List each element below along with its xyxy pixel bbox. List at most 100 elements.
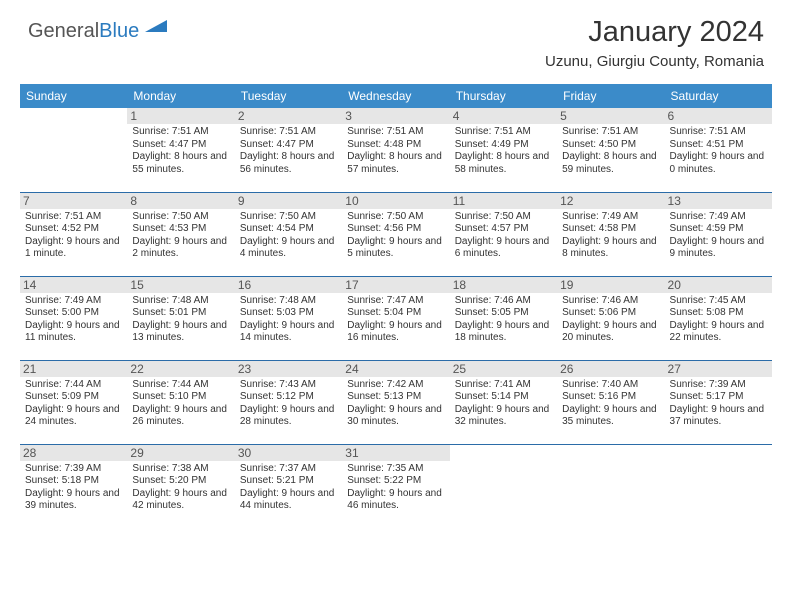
day-number: 17 — [342, 277, 449, 293]
calendar-body: 1Sunrise: 7:51 AMSunset: 4:47 PMDaylight… — [20, 108, 772, 528]
day-number: 12 — [557, 193, 664, 209]
sunset-line: Sunset: 5:13 PM — [347, 391, 444, 404]
sunset-line: Sunset: 4:57 PM — [455, 223, 552, 236]
sunrise-line: Sunrise: 7:44 AM — [132, 379, 229, 392]
sunset-line: Sunset: 5:05 PM — [455, 307, 552, 320]
sunrise-line: Sunrise: 7:46 AM — [562, 295, 659, 308]
calendar-week-row: 7Sunrise: 7:51 AMSunset: 4:52 PMDaylight… — [20, 192, 772, 276]
calendar-day-cell: 8 Sunrise: 7:50 AMSunset: 4:53 PMDaylight… — [127, 192, 234, 276]
sunrise-line: Sunrise: 7:48 AM — [132, 295, 229, 308]
daylight-line: Daylight: 9 hours and 13 minutes. — [132, 320, 229, 345]
sunset-line: Sunset: 5:10 PM — [132, 391, 229, 404]
calendar-day-cell: 4Sunrise: 7:51 AMSunset: 4:49 PMDaylight… — [450, 108, 557, 192]
daylight-line: Daylight: 9 hours and 30 minutes. — [347, 404, 444, 429]
brand-logo: GeneralBlue — [28, 16, 167, 43]
sunset-line: Sunset: 5:09 PM — [25, 391, 122, 404]
sunset-line: Sunset: 4:49 PM — [455, 139, 552, 152]
sunrise-line: Sunrise: 7:44 AM — [25, 379, 122, 392]
day-header-cell: Sunday — [20, 84, 127, 108]
day-number: 24 — [342, 361, 449, 377]
calendar-day-cell: 19Sunrise: 7:46 AMSunset: 5:06 PMDayligh… — [557, 276, 664, 360]
daylight-line: Daylight: 9 hours and 2 minutes. — [132, 236, 229, 261]
calendar-day-cell: 22Sunrise: 7:44 AMSunset: 5:10 PMDayligh… — [127, 360, 234, 444]
calendar-day-cell: 16Sunrise: 7:48 AMSunset: 5:03 PMDayligh… — [235, 276, 342, 360]
day-number: 10 — [342, 193, 449, 209]
day-number: 19 — [557, 277, 664, 293]
calendar-day-cell: 18Sunrise: 7:46 AMSunset: 5:05 PMDayligh… — [450, 276, 557, 360]
sunset-line: Sunset: 5:20 PM — [132, 475, 229, 488]
daylight-line: Daylight: 9 hours and 42 minutes. — [132, 488, 229, 513]
sunrise-line: Sunrise: 7:51 AM — [240, 126, 337, 139]
sunrise-line: Sunrise: 7:37 AM — [240, 463, 337, 476]
sunset-line: Sunset: 4:51 PM — [670, 139, 767, 152]
day-number: 27 — [665, 361, 772, 377]
sunset-line: Sunset: 5:08 PM — [670, 307, 767, 320]
daylight-line: Daylight: 9 hours and 35 minutes. — [562, 404, 659, 429]
sunset-line: Sunset: 5:16 PM — [562, 391, 659, 404]
calendar-day-cell: 27Sunrise: 7:39 AMSunset: 5:17 PMDayligh… — [665, 360, 772, 444]
sunrise-line: Sunrise: 7:49 AM — [25, 295, 122, 308]
daylight-line: Daylight: 9 hours and 32 minutes. — [455, 404, 552, 429]
calendar-week-row: 1Sunrise: 7:51 AMSunset: 4:47 PMDaylight… — [20, 108, 772, 192]
calendar-day-cell: 7Sunrise: 7:51 AMSunset: 4:52 PMDaylight… — [20, 192, 127, 276]
calendar-day-cell: 14Sunrise: 7:49 AMSunset: 5:00 PMDayligh… — [20, 276, 127, 360]
daylight-line: Daylight: 9 hours and 24 minutes. — [25, 404, 122, 429]
sunset-line: Sunset: 4:53 PM — [132, 223, 229, 236]
day-number: 26 — [557, 361, 664, 377]
sunrise-line: Sunrise: 7:43 AM — [240, 379, 337, 392]
daylight-line: Daylight: 8 hours and 57 minutes. — [347, 151, 444, 176]
day-number: 2 — [235, 108, 342, 124]
sunset-line: Sunset: 5:22 PM — [347, 475, 444, 488]
sunset-line: Sunset: 5:00 PM — [25, 307, 122, 320]
sunset-line: Sunset: 4:50 PM — [562, 139, 659, 152]
sunrise-line: Sunrise: 7:48 AM — [240, 295, 337, 308]
sunrise-line: Sunrise: 7:39 AM — [25, 463, 122, 476]
sunset-line: Sunset: 5:18 PM — [25, 475, 122, 488]
day-number: 11 — [450, 193, 557, 209]
day-number: 9 — [235, 193, 342, 209]
sunrise-line: Sunrise: 7:38 AM — [132, 463, 229, 476]
day-number: 25 — [450, 361, 557, 377]
daylight-line: Daylight: 9 hours and 6 minutes. — [455, 236, 552, 261]
sunrise-line: Sunrise: 7:49 AM — [670, 211, 767, 224]
day-header-cell: Saturday — [665, 84, 772, 108]
calendar-day-cell: 15Sunrise: 7:48 AMSunset: 5:01 PMDayligh… — [127, 276, 234, 360]
title-block: January 2024 Uzunu, Giurgiu County, Roma… — [545, 16, 764, 70]
day-number: 6 — [665, 108, 772, 124]
calendar-day-cell: 10Sunrise: 7:50 AMSunset: 4:56 PMDayligh… — [342, 192, 449, 276]
day-header-cell: Friday — [557, 84, 664, 108]
day-number: 5 — [557, 108, 664, 124]
sunrise-line: Sunrise: 7:46 AM — [455, 295, 552, 308]
day-number: 8 — [127, 193, 234, 209]
daylight-line: Daylight: 8 hours and 58 minutes. — [455, 151, 552, 176]
sunrise-line: Sunrise: 7:50 AM — [132, 211, 229, 224]
day-number: 16 — [235, 277, 342, 293]
sunset-line: Sunset: 4:47 PM — [132, 139, 229, 152]
calendar-day-cell: 12Sunrise: 7:49 AMSunset: 4:58 PMDayligh… — [557, 192, 664, 276]
day-number: 30 — [235, 445, 342, 461]
calendar-day-cell: 30Sunrise: 7:37 AMSunset: 5:21 PMDayligh… — [235, 444, 342, 528]
sunset-line: Sunset: 4:56 PM — [347, 223, 444, 236]
page-header: GeneralBlue January 2024 Uzunu, Giurgiu … — [0, 0, 792, 78]
daylight-line: Daylight: 8 hours and 59 minutes. — [562, 151, 659, 176]
day-number: 21 — [20, 361, 127, 377]
sunrise-line: Sunrise: 7:50 AM — [240, 211, 337, 224]
calendar-day-cell — [557, 444, 664, 528]
day-number: 28 — [20, 445, 127, 461]
day-number: 20 — [665, 277, 772, 293]
calendar-day-cell: 11Sunrise: 7:50 AMSunset: 4:57 PMDayligh… — [450, 192, 557, 276]
day-header-cell: Thursday — [450, 84, 557, 108]
sunset-line: Sunset: 4:48 PM — [347, 139, 444, 152]
daylight-line: Daylight: 9 hours and 44 minutes. — [240, 488, 337, 513]
sunset-line: Sunset: 5:06 PM — [562, 307, 659, 320]
calendar-day-cell — [20, 108, 127, 192]
sunrise-line: Sunrise: 7:51 AM — [132, 126, 229, 139]
sunrise-line: Sunrise: 7:51 AM — [562, 126, 659, 139]
calendar-day-cell: 21 Sunrise: 7:44 AMSunset: 5:09 PMDayligh… — [20, 360, 127, 444]
day-header-row: SundayMondayTuesdayWednesdayThursdayFrid… — [20, 84, 772, 108]
day-number: 3 — [342, 108, 449, 124]
daylight-line: Daylight: 9 hours and 39 minutes. — [25, 488, 122, 513]
logo-triangle-icon — [145, 16, 167, 37]
calendar-day-cell — [665, 444, 772, 528]
calendar-day-cell: 13Sunrise: 7:49 AMSunset: 4:59 PMDayligh… — [665, 192, 772, 276]
